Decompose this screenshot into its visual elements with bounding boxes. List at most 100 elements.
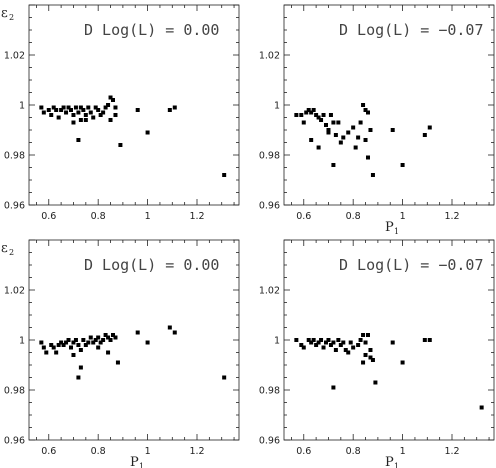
data-point — [316, 340, 321, 345]
data-point — [145, 340, 150, 345]
data-point — [103, 105, 108, 110]
data-point — [351, 345, 356, 350]
data-point — [81, 108, 86, 112]
data-point — [358, 338, 363, 342]
y-tick-label: 0.96 — [4, 436, 25, 447]
data-point — [69, 108, 73, 112]
data-point — [39, 105, 44, 110]
data-point — [319, 118, 324, 122]
data-point — [135, 108, 140, 112]
data-point — [314, 343, 319, 347]
data-point — [346, 130, 351, 135]
data-point — [427, 125, 432, 130]
data-point — [49, 343, 54, 347]
x-tick-label: 0.6 — [296, 446, 311, 457]
data-point — [326, 338, 331, 342]
data-point — [333, 133, 338, 137]
data-point — [71, 353, 76, 357]
data-point — [118, 143, 123, 147]
data-point — [370, 358, 375, 362]
data-point — [71, 113, 76, 117]
data-point — [41, 345, 46, 350]
data-point — [427, 338, 432, 342]
data-point — [368, 355, 373, 360]
data-point — [91, 115, 96, 120]
data-point — [400, 360, 405, 365]
data-point — [366, 155, 370, 160]
data-point — [76, 343, 81, 347]
data-point — [400, 163, 405, 167]
x-axis-label-sub: 1 — [394, 227, 399, 236]
x-tick-label: 1 — [400, 211, 406, 222]
data-point — [46, 108, 51, 112]
data-point — [301, 345, 306, 350]
data-point — [326, 128, 331, 132]
data-point — [108, 338, 113, 342]
data-point — [363, 340, 368, 345]
data-point — [98, 113, 103, 117]
data-point — [328, 343, 333, 347]
data-point — [222, 375, 227, 380]
y-tick-label: 1 — [274, 101, 280, 112]
data-point — [113, 113, 118, 117]
data-point — [311, 338, 316, 342]
data-point — [76, 110, 81, 115]
data-point — [56, 343, 61, 347]
data-point — [98, 340, 103, 345]
data-point — [108, 118, 113, 122]
data-point — [61, 105, 66, 110]
data-point — [304, 110, 309, 115]
data-point — [299, 113, 304, 117]
data-point — [336, 120, 341, 125]
data-point — [348, 340, 353, 345]
data-point — [306, 338, 311, 342]
data-point — [69, 345, 73, 350]
x-axis-label-sub: 1 — [394, 462, 399, 468]
x-tick-label: 1 — [145, 211, 151, 222]
data-point — [71, 120, 76, 125]
data-point — [86, 340, 91, 345]
data-point — [39, 340, 44, 345]
data-point — [346, 350, 351, 355]
x-axis-label: P — [130, 455, 139, 468]
data-point — [78, 365, 83, 370]
data-point — [331, 120, 336, 125]
data-point — [145, 130, 150, 135]
data-point — [333, 348, 338, 352]
data-point — [363, 108, 368, 112]
y-axis-label: ε — [1, 6, 8, 21]
data-point — [103, 333, 108, 337]
data-point — [81, 338, 86, 342]
data-point — [83, 118, 88, 122]
data-point — [422, 338, 427, 342]
data-point — [135, 330, 140, 335]
data-point — [73, 105, 78, 110]
data-point — [222, 173, 227, 177]
data-point — [368, 348, 373, 352]
data-point — [106, 335, 111, 340]
data-point — [172, 330, 177, 335]
x-tick-label: 1.2 — [189, 211, 204, 222]
data-point — [343, 348, 348, 352]
x-axis-label: P — [385, 220, 394, 235]
y-tick-label: 0.96 — [259, 201, 280, 212]
y-tick-label: 0.98 — [4, 151, 25, 162]
y-tick-label: 1.02 — [4, 286, 25, 297]
data-point — [306, 108, 311, 112]
data-point — [88, 335, 93, 340]
x-tick-label: 1.2 — [444, 446, 459, 457]
data-point — [341, 135, 346, 140]
data-point — [76, 375, 81, 380]
data-point — [338, 140, 343, 145]
data-point — [93, 105, 98, 110]
data-point — [172, 105, 177, 110]
data-point — [44, 350, 49, 355]
y-axis-label: ε — [1, 241, 8, 256]
data-point — [83, 113, 88, 117]
x-axis-label-sub: 1 — [139, 462, 144, 468]
x-tick-label: 1 — [400, 446, 406, 457]
y-tick-label: 0.98 — [259, 386, 280, 397]
data-point — [299, 343, 304, 347]
y-tick-label: 0.98 — [259, 151, 280, 162]
x-tick-label: 0.8 — [346, 446, 361, 457]
